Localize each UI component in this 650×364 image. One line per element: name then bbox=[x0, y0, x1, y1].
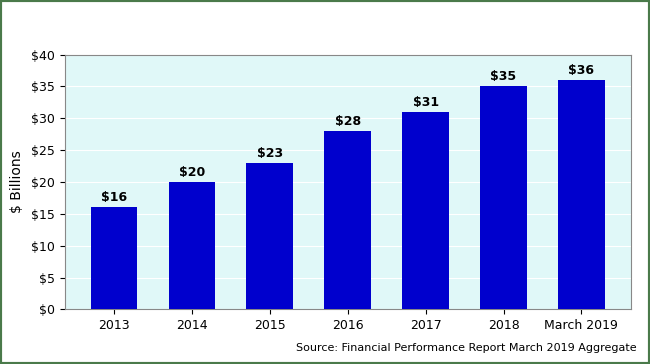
Text: $31: $31 bbox=[413, 96, 439, 109]
Bar bbox=[246, 163, 293, 309]
Text: Source: Financial Performance Report March 2019 Aggregate: Source: Financial Performance Report Mar… bbox=[296, 343, 637, 353]
Text: CU Business: CU Business bbox=[20, 332, 72, 341]
Text: $36: $36 bbox=[569, 64, 595, 77]
Text: Total Commercial Share Deposits, All Credit Unions: Total Commercial Share Deposits, All Cre… bbox=[6, 14, 648, 33]
Text: $28: $28 bbox=[335, 115, 361, 128]
Text: $16: $16 bbox=[101, 191, 127, 204]
Bar bbox=[168, 182, 215, 309]
Text: $23: $23 bbox=[257, 147, 283, 160]
Bar bbox=[558, 80, 605, 309]
Bar bbox=[480, 86, 527, 309]
Bar bbox=[402, 112, 449, 309]
Bar bbox=[91, 207, 137, 309]
Text: G R O U P: G R O U P bbox=[31, 347, 60, 352]
Bar bbox=[324, 131, 371, 309]
Y-axis label: $ Billions: $ Billions bbox=[10, 151, 25, 213]
Text: $20: $20 bbox=[179, 166, 205, 179]
Text: $35: $35 bbox=[491, 70, 517, 83]
